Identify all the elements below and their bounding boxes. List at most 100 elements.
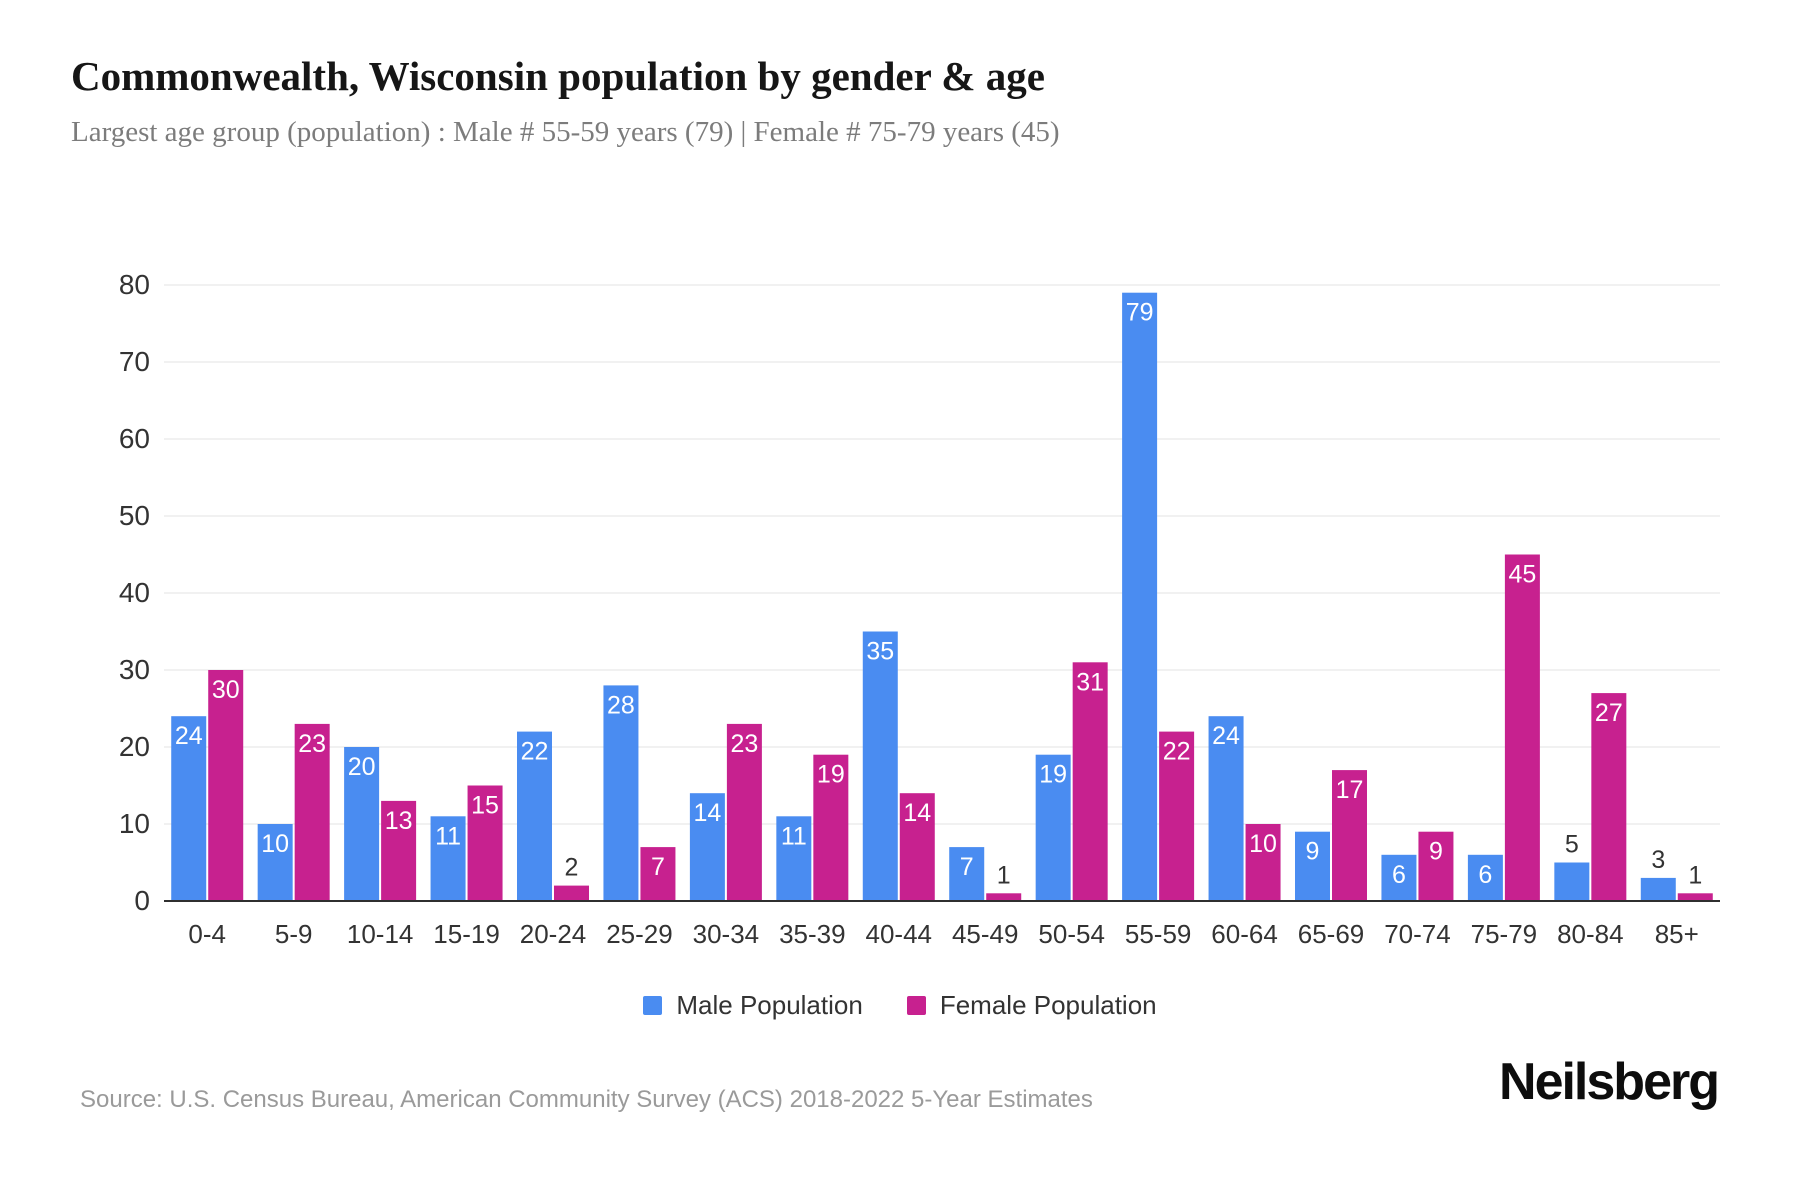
bar-value-label: 22 [521, 738, 549, 766]
bar-male-45-49 [949, 847, 985, 901]
bar-male-55-59 [1122, 292, 1158, 901]
x-tick-label-15-19: 15-19 [433, 919, 500, 949]
page-subtitle: Largest age group (population) : Male # … [71, 116, 1060, 148]
x-tick-label-55-59: 55-59 [1125, 919, 1192, 949]
x-tick-label-75-79: 75-79 [1471, 919, 1538, 949]
bar-value-label: 10 [261, 830, 289, 858]
bar-value-label: 11 [435, 822, 461, 850]
bar-value-label: 11 [781, 822, 807, 850]
bar-value-label: 7 [960, 853, 974, 881]
x-tick-label-25-29: 25-29 [606, 919, 673, 949]
female-legend-label: Female Population [939, 990, 1157, 1020]
bar-value-label: 9 [1306, 838, 1320, 866]
bar-female-70-74 [1418, 831, 1454, 901]
bar-value-label: 7 [651, 853, 665, 881]
bar-male-80-84 [1554, 862, 1590, 901]
bar-value-label: 6 [1392, 861, 1406, 889]
y-tick-label-40: 40 [119, 577, 150, 608]
y-tick-label-20: 20 [119, 731, 150, 762]
legend-item-female: Female Population [906, 990, 1157, 1021]
bar-value-label: 14 [903, 799, 931, 827]
x-tick-label-70-74: 70-74 [1384, 919, 1451, 949]
bar-male-10-14 [344, 747, 380, 901]
bar-female-50-54 [1072, 662, 1108, 901]
bar-value-label: 28 [607, 691, 635, 719]
bar-value-label: 10 [1249, 830, 1277, 858]
bar-female-65-69 [1332, 770, 1367, 901]
bar-male-85+ [1640, 877, 1676, 901]
bar-value-label: 79 [1126, 299, 1154, 327]
y-tick-label-50: 50 [119, 500, 150, 531]
bar-value-label: 31 [1076, 668, 1104, 696]
x-tick-label-50-54: 50-54 [1038, 919, 1105, 949]
x-tick-label-85+: 85+ [1655, 919, 1699, 949]
bar-value-label: 22 [1163, 738, 1191, 766]
x-tick-label-60-64: 60-64 [1211, 919, 1278, 949]
y-tick-label-10: 10 [119, 808, 150, 839]
legend-item-male: Male Population [643, 990, 863, 1021]
bar-value-label: 5 [1565, 831, 1579, 859]
x-tick-label-10-14: 10-14 [347, 919, 414, 949]
bar-value-label: 1 [1688, 861, 1702, 889]
bar-value-label: 6 [1478, 861, 1492, 889]
bar-value-label: 23 [730, 730, 758, 758]
male-legend-label: Male Population [676, 990, 863, 1020]
x-tick-label-65-69: 65-69 [1298, 919, 1365, 949]
y-tick-label-60: 60 [119, 423, 150, 454]
bar-female-5-9 [294, 723, 330, 901]
bar-value-label: 1 [997, 861, 1011, 889]
bar-value-label: 24 [175, 722, 203, 750]
y-tick-label-0: 0 [134, 885, 150, 916]
y-tick-label-30: 30 [119, 654, 150, 685]
bar-male-0-4 [171, 716, 207, 901]
bar-male-65-69 [1295, 831, 1330, 901]
x-tick-label-35-39: 35-39 [779, 919, 846, 949]
bar-male-15-19 [430, 816, 466, 901]
page-title: Commonwealth, Wisconsin population by ge… [71, 53, 1045, 99]
bar-female-25-29 [640, 847, 676, 901]
female-legend-swatch-icon [906, 996, 926, 1015]
x-tick-label-0-4: 0-4 [188, 919, 226, 949]
bar-value-label: 30 [212, 676, 240, 704]
x-tick-label-45-49: 45-49 [952, 919, 1019, 949]
bar-value-label: 24 [1212, 722, 1240, 750]
bar-value-label: 23 [298, 730, 326, 758]
bar-value-label: 35 [866, 638, 894, 666]
bar-male-25-29 [603, 685, 639, 901]
bar-female-80-84 [1591, 693, 1627, 901]
bar-female-85+ [1677, 893, 1713, 901]
male-legend-swatch-icon [643, 996, 663, 1015]
bar-female-20-24 [554, 885, 589, 901]
x-tick-label-20-24: 20-24 [520, 919, 587, 949]
bar-female-55-59 [1159, 731, 1195, 901]
x-tick-label-5-9: 5-9 [275, 919, 313, 949]
bar-male-5-9 [257, 824, 293, 901]
bar-male-40-44 [862, 631, 898, 901]
bar-value-label: 45 [1508, 561, 1536, 589]
bar-value-label: 3 [1651, 846, 1665, 874]
chart-legend: Male Population Female Population [0, 990, 1800, 1021]
bar-value-label: 19 [1039, 761, 1067, 789]
bar-value-label: 2 [565, 854, 579, 882]
bar-value-label: 14 [693, 799, 721, 827]
bar-male-30-34 [689, 793, 725, 901]
bar-value-label: 9 [1429, 838, 1443, 866]
bar-value-label: 15 [471, 792, 499, 820]
bar-value-label: 27 [1595, 699, 1623, 727]
x-tick-label-30-34: 30-34 [693, 919, 760, 949]
bar-female-35-39 [813, 754, 849, 901]
bar-male-20-24 [517, 731, 552, 901]
source-attribution: Source: U.S. Census Bureau, American Com… [80, 1086, 1093, 1113]
bar-value-label: 19 [817, 761, 845, 789]
bar-male-75-79 [1467, 854, 1503, 901]
y-tick-label-70: 70 [119, 346, 150, 377]
bar-female-40-44 [899, 793, 935, 901]
bar-female-15-19 [467, 785, 503, 901]
brand-logo: Neilsberg [1499, 1053, 1720, 1111]
bar-female-10-14 [381, 800, 417, 901]
bar-value-label: 13 [385, 807, 413, 835]
bar-female-0-4 [208, 670, 244, 901]
bar-female-75-79 [1504, 554, 1540, 901]
